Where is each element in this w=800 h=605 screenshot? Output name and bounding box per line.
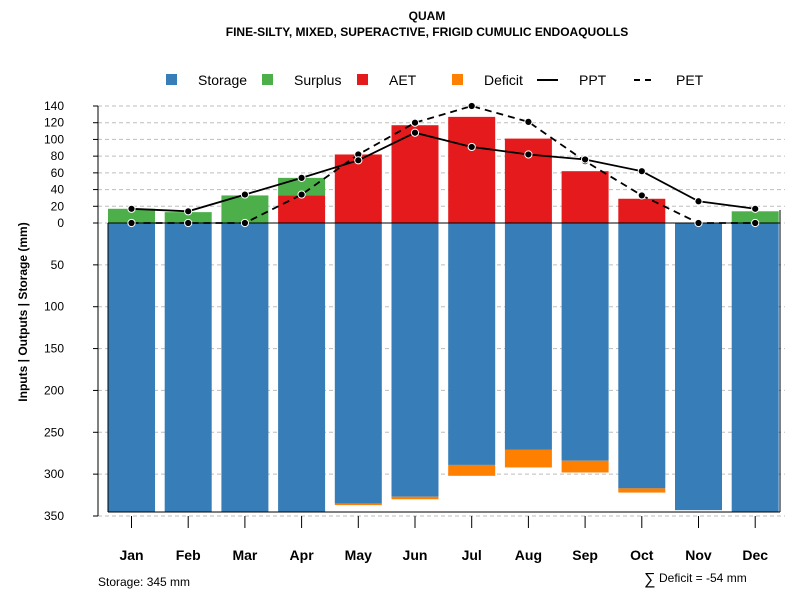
legend-label-deficit: Deficit [484, 72, 523, 88]
pet-point [184, 218, 193, 228]
ppt-point [524, 150, 533, 159]
pet-point [467, 101, 476, 111]
aet-bar [448, 116, 496, 223]
storage-bar [504, 223, 552, 450]
y-tick-label: 120 [44, 116, 64, 130]
pet-line [131, 105, 756, 224]
storage-bar [278, 223, 326, 512]
ppt-point [240, 190, 249, 199]
aet-bar [618, 198, 666, 223]
legend-label-ppt: PPT [579, 72, 607, 88]
ppt-point [297, 173, 306, 182]
axes: 14012010080604020050100150200250300350Ja… [44, 99, 781, 563]
storage-bar [164, 223, 212, 512]
deficit-bar [334, 503, 382, 506]
storage-bar [448, 223, 496, 465]
x-tick-label: Dec [742, 547, 768, 563]
y-tick-label: 0 [57, 216, 64, 230]
pet-point [694, 218, 703, 228]
legend-swatch-deficit [452, 74, 463, 85]
y-tick-label: 20 [51, 199, 65, 213]
y-tick-label: 250 [44, 425, 64, 439]
storage-bar [675, 223, 722, 511]
x-tick-label: Oct [630, 547, 654, 563]
x-tick-label: Jun [403, 547, 428, 563]
y-tick-label: 140 [44, 99, 64, 113]
x-tick-label: May [345, 547, 372, 563]
chart-title: QUAM [409, 9, 446, 23]
legend-label-aet: AET [389, 72, 417, 88]
storage-bar [731, 223, 779, 512]
deficit-bar [504, 449, 552, 468]
x-tick-label: Feb [176, 547, 201, 563]
surplus-bar [731, 211, 779, 223]
ppt-point [694, 197, 703, 206]
ppt-line [131, 131, 756, 213]
y-tick-label: 100 [44, 300, 64, 314]
legend-label-storage: Storage [198, 72, 247, 88]
storage-note: Storage: 345 mm [98, 575, 190, 589]
pet-point [127, 218, 136, 228]
storage-bar [561, 223, 609, 461]
pet-point [240, 218, 249, 228]
legend: Storage Surplus AET Deficit PPT PET [166, 72, 704, 88]
ppt-point [354, 156, 363, 165]
legend-swatch-aet [357, 74, 368, 85]
x-tick-label: Aug [515, 547, 542, 563]
deficit-bar [561, 460, 609, 473]
surplus-bar [164, 212, 212, 223]
x-tick-label: Jan [119, 547, 143, 563]
storage-bar [391, 223, 439, 497]
x-tick-label: Mar [232, 547, 257, 563]
x-tick-label: Apr [290, 547, 315, 563]
pet-point [637, 191, 646, 200]
y-tick-label: 350 [44, 509, 64, 523]
storage-bar [221, 223, 269, 512]
pet-point [297, 190, 306, 199]
legend-label-surplus: Surplus [294, 72, 341, 88]
y-axis-label: Inputs | Outputs | Storage (mm) [16, 222, 30, 401]
ppt-point [127, 204, 136, 213]
y-tick-label: 300 [44, 467, 64, 481]
y-tick-label: 50 [51, 258, 65, 272]
x-tick-label: Sep [572, 547, 598, 563]
aet-bar [278, 195, 326, 223]
y-tick-label: 200 [44, 383, 64, 397]
ppt-point [184, 207, 193, 216]
deficit-note: Deficit = -54 mm [659, 571, 747, 585]
ppt-point [410, 128, 420, 137]
deficit-bar [448, 464, 496, 476]
pet-point [524, 117, 533, 126]
bars [108, 116, 779, 512]
y-tick-label: 60 [51, 166, 65, 180]
y-tick-label: 150 [44, 342, 64, 356]
ppt-point [467, 142, 476, 152]
storage-bar [334, 223, 382, 504]
y-tick-label: 80 [51, 149, 65, 163]
x-tick-label: Nov [685, 547, 712, 563]
y-tick-label: 100 [44, 132, 64, 146]
aet-bar [561, 171, 609, 223]
deficit-sum-symbol: ∑ [644, 571, 655, 588]
surplus-bar [108, 208, 155, 223]
legend-swatch-surplus [262, 74, 273, 85]
chart-subtitle: FINE-SILTY, MIXED, SUPERACTIVE, FRIGID C… [226, 25, 628, 39]
deficit-bar [618, 488, 666, 493]
storage-bar [108, 223, 155, 512]
pet-point [751, 218, 760, 228]
ppt-point [751, 204, 760, 213]
ppt-point [637, 167, 646, 176]
legend-swatch-storage [166, 74, 177, 85]
y-tick-label: 40 [51, 183, 65, 197]
legend-label-pet: PET [676, 72, 704, 88]
storage-bar [618, 223, 666, 489]
series-lines [127, 101, 760, 228]
aet-bar [391, 125, 439, 223]
pet-point [410, 118, 420, 127]
deficit-bar [391, 496, 439, 500]
x-tick-label: Jul [462, 547, 482, 563]
ppt-point [581, 155, 590, 164]
